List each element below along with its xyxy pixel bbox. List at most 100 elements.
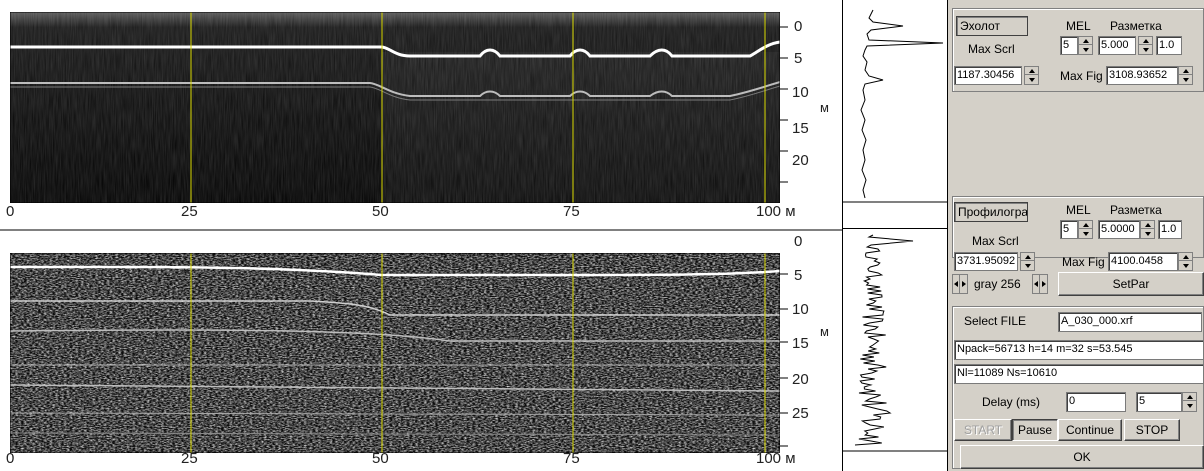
scale-input[interactable]: 1.0 <box>1158 220 1182 239</box>
echogram-bottom-panel: 0 5 10 15 20 25 м 0 25 50 75 100 м <box>0 229 842 471</box>
palette-prev-spinner[interactable] <box>952 274 968 294</box>
spin-down-icon[interactable] <box>1179 76 1192 84</box>
spin-up-icon[interactable] <box>1179 253 1192 261</box>
profiler-tab[interactable]: Профилограс <box>954 202 1028 222</box>
depth-tick-25: 25 <box>792 405 809 422</box>
spin-up-icon[interactable] <box>1183 393 1196 401</box>
spin-up-icon[interactable] <box>1139 37 1152 45</box>
spin-down-icon[interactable] <box>1025 76 1038 84</box>
arrow-left-icon[interactable] <box>1033 275 1040 293</box>
depth-unit: м <box>820 100 829 115</box>
stop-button[interactable]: STOP <box>1124 419 1180 441</box>
ok-button[interactable]: OK <box>960 445 1204 469</box>
distance-tick-75: 75 <box>563 450 580 467</box>
spin-down-icon[interactable] <box>1139 46 1152 54</box>
mel-spinner[interactable] <box>1078 36 1093 55</box>
max-scrl-label: Max Scrl <box>972 234 1019 248</box>
depth-tick-15: 15 <box>792 335 809 352</box>
subbottom-echo-line <box>10 81 780 97</box>
distance-tick-0: 0 <box>6 203 15 220</box>
echogram-top-panel: 0 5 10 15 20 м 0 25 50 75 100 м <box>0 0 842 229</box>
mel-spinner[interactable] <box>1078 220 1093 239</box>
spin-down-icon[interactable] <box>1021 262 1034 270</box>
spin-down-icon[interactable] <box>1183 402 1196 410</box>
continue-button[interactable]: Continue <box>1058 419 1122 441</box>
markup-spinner[interactable] <box>1140 220 1155 239</box>
start-button[interactable]: START <box>954 419 1012 441</box>
max-fig-spinner[interactable] <box>1178 66 1193 85</box>
palette-value: gray 256 <box>974 277 1021 291</box>
delay-label: Delay (ms) <box>982 395 1041 409</box>
spin-down-icon[interactable] <box>1141 230 1154 238</box>
distance-tick-50: 50 <box>372 450 389 467</box>
spin-up-icon[interactable] <box>1025 67 1038 75</box>
step-spinner[interactable] <box>1182 392 1197 412</box>
spin-down-icon[interactable] <box>1079 230 1092 238</box>
depth-axis-top <box>780 26 788 183</box>
mel-label: MEL <box>1066 19 1091 33</box>
spin-up-icon[interactable] <box>1079 221 1092 229</box>
palette-next-spinner[interactable] <box>1032 274 1048 294</box>
spin-up-icon[interactable] <box>1179 67 1192 75</box>
max-scrl-spinner[interactable] <box>1024 66 1039 85</box>
signal-trace-top <box>843 9 947 203</box>
echogram-top-image[interactable] <box>10 12 780 203</box>
signal-trace-top-panel <box>842 0 948 229</box>
spin-down-icon[interactable] <box>1079 46 1092 54</box>
select-file-label: Select FILE <box>964 314 1027 328</box>
max-scrl-spinner[interactable] <box>1020 252 1035 271</box>
depth-tick-15: 15 <box>792 120 809 137</box>
depth-tick-5: 5 <box>794 267 803 284</box>
packet-info-field: Npack=56713 h=14 m=32 s=53.545 <box>954 340 1204 360</box>
distance-tick-25: 25 <box>181 203 198 220</box>
depth-tick-10: 10 <box>792 84 809 101</box>
step-input[interactable]: 5 <box>1136 392 1182 412</box>
max-fig-input[interactable]: 3108.93652 <box>1106 66 1178 85</box>
max-scrl-input[interactable]: 3731.95092 <box>954 252 1018 271</box>
spin-up-icon[interactable] <box>1141 221 1154 229</box>
depth-tick-5: 5 <box>794 50 803 67</box>
mel-label: MEL <box>1066 203 1091 217</box>
scale-input[interactable]: 1.0 <box>1156 36 1182 55</box>
depth-axis-bottom <box>780 273 788 447</box>
max-fig-spinner[interactable] <box>1178 252 1193 271</box>
distance-tick-75: 75 <box>563 203 580 220</box>
distance-tick-100: 100 м <box>756 450 796 467</box>
echosounder-tab[interactable]: Эхолот <box>956 16 1028 36</box>
delay-input[interactable]: 0 <box>1066 392 1126 412</box>
markup-spinner[interactable] <box>1138 36 1153 55</box>
depth-unit: м <box>820 324 829 339</box>
signal-trace-bottom <box>843 234 947 452</box>
depth-tick-20: 20 <box>792 371 809 388</box>
spin-down-icon[interactable] <box>1179 262 1192 270</box>
depth-tick-0: 0 <box>794 233 803 250</box>
max-scrl-input[interactable]: 1187.30456 <box>954 66 1022 85</box>
control-panel: Эхолот MEL Разметка Max Scrl 5 5.000 1.0… <box>948 0 1204 471</box>
arrow-left-icon[interactable] <box>953 275 960 293</box>
max-fig-label: Max Fig <box>1062 255 1105 269</box>
max-fig-label: Max Fig <box>1060 69 1103 83</box>
distance-tick-0: 0 <box>6 450 15 467</box>
setpar-button[interactable]: SetPar <box>1058 272 1204 296</box>
arrow-right-icon[interactable] <box>1040 275 1047 293</box>
mel-input[interactable]: 5 <box>1060 220 1078 239</box>
signal-trace-bottom-panel <box>842 229 948 471</box>
spin-up-icon[interactable] <box>1021 253 1034 261</box>
markup-input[interactable]: 5.000 <box>1098 36 1136 55</box>
arrow-right-icon[interactable] <box>960 275 967 293</box>
echogram-bottom-image[interactable] <box>10 253 780 453</box>
mel-input[interactable]: 5 <box>1060 36 1078 55</box>
depth-tick-0: 0 <box>794 18 803 35</box>
max-fig-input[interactable]: 4100.0458 <box>1108 252 1178 271</box>
markup-input[interactable]: 5.0000 <box>1098 220 1140 239</box>
spin-up-icon[interactable] <box>1079 37 1092 45</box>
distance-tick-50: 50 <box>372 203 389 220</box>
file-name-input[interactable]: A_030_000.xrf <box>1058 312 1202 332</box>
depth-tick-10: 10 <box>792 301 809 318</box>
depth-tick-20: 20 <box>792 152 809 169</box>
pause-button[interactable]: Pause <box>1012 419 1058 441</box>
markup-label: Разметка <box>1110 203 1162 217</box>
markup-label: Разметка <box>1110 19 1162 33</box>
seabed-echo-line <box>10 40 780 58</box>
max-scrl-label: Max Scrl <box>968 42 1015 56</box>
